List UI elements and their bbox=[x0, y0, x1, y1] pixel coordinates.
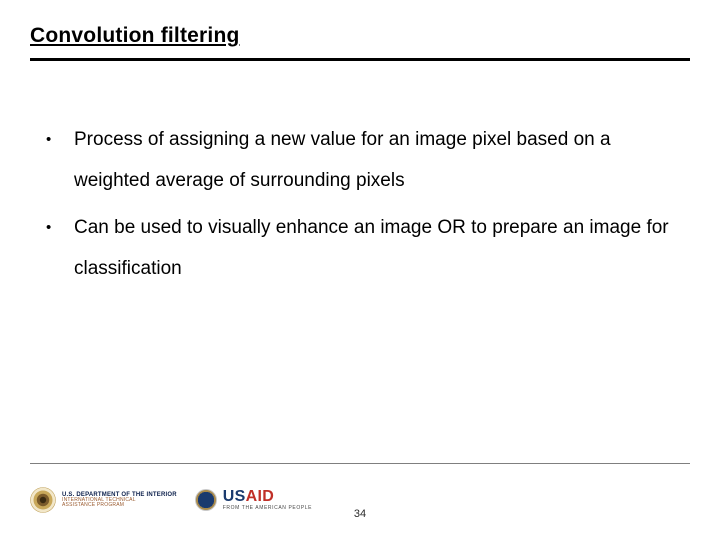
slide-title: Convolution filtering bbox=[30, 24, 690, 48]
page-number: 34 bbox=[0, 508, 720, 520]
footer-rule bbox=[30, 463, 690, 464]
slide: Convolution filtering Process of assigni… bbox=[0, 0, 720, 540]
bullet-item: Can be used to visually enhance an image… bbox=[42, 208, 680, 290]
usaid-word-us: US bbox=[223, 488, 246, 505]
bullet-item: Process of assigning a new value for an … bbox=[42, 120, 680, 202]
title-area: Convolution filtering bbox=[30, 24, 690, 61]
title-underline-rule bbox=[30, 58, 690, 61]
usaid-wordmark: USAID bbox=[223, 489, 312, 505]
doi-logo-text: U.S. DEPARTMENT OF THE INTERIOR INTERNAT… bbox=[62, 492, 177, 509]
bullet-list: Process of assigning a new value for an … bbox=[42, 120, 680, 289]
usaid-word-aid: AID bbox=[246, 488, 274, 505]
body-area: Process of assigning a new value for an … bbox=[42, 120, 680, 295]
